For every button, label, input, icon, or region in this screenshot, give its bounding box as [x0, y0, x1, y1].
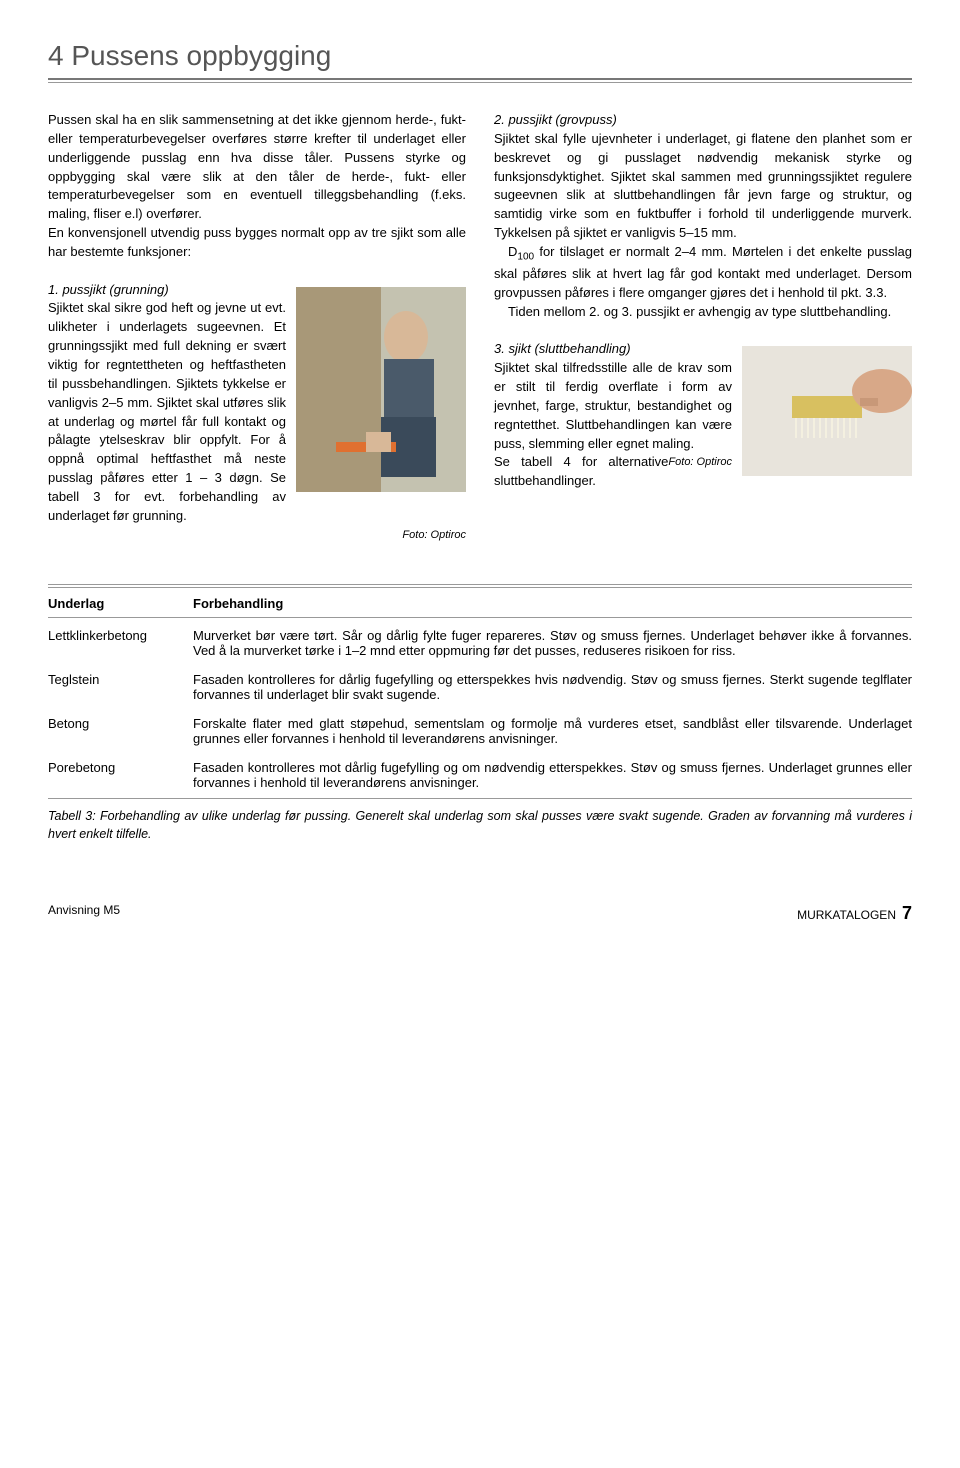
intro-paragraph-1: Pussen skal ha en slik sammensetning at … [48, 111, 466, 224]
section-2-heading: 2. pussjikt (grovpuss) [494, 111, 912, 130]
table-cell-underlag: Betong [48, 716, 193, 746]
title-rule-thick [48, 78, 912, 80]
table-cell-forbehandling: Fasaden kontrolleres for dårlig fugefyll… [193, 672, 912, 702]
d100-post: for tilslaget er normalt 2–4 mm. Mørtele… [494, 244, 912, 300]
section-2-body-c: Tiden mellom 2. og 3. pussjikt er avheng… [494, 303, 912, 322]
section-2-title: 2. pussjikt (grovpuss) [494, 112, 617, 127]
section-2-body-a: Sjiktet skal fylle ujevnheter i underlag… [494, 130, 912, 243]
figure-2-caption: Foto: Optiroc [668, 455, 732, 471]
table-inner: Underlag Forbehandling Lettklinkerbetong… [48, 587, 912, 790]
table-header-underlag: Underlag [48, 596, 193, 611]
section-3-title: 3. sjikt (sluttbehandling) [494, 341, 631, 356]
page-title: 4 Pussens oppbygging [48, 40, 912, 72]
table-header-forbehandling: Forbehandling [193, 596, 912, 611]
table-cell-forbehandling: Forskalte flater med glatt støpehud, sem… [193, 716, 912, 746]
table-row: Teglstein Fasaden kontrolleres for dårli… [48, 672, 912, 702]
table-cell-forbehandling: Murverket bør være tørt. Sår og dårlig f… [193, 628, 912, 658]
footer-left: Anvisning M5 [48, 903, 120, 924]
d100-sub: 100 [517, 252, 534, 263]
intro-paragraph-2: En konvensjonell utvendig puss bygges no… [48, 224, 466, 262]
section-1-title: 1. pussjikt (grunning) [48, 282, 169, 297]
figure-sluttbehandling [742, 346, 912, 476]
table-cell-underlag: Lettklinkerbetong [48, 628, 193, 658]
column-right: 2. pussjikt (grovpuss) Sjiktet skal fyll… [494, 111, 912, 544]
plaster-worker-icon [296, 287, 466, 492]
d100-pre: D [508, 244, 517, 259]
figure-grunning [296, 287, 466, 492]
page-number: 7 [902, 903, 912, 924]
footer-right: MURKATALOGEN 7 [797, 903, 912, 924]
table-3: Underlag Forbehandling Lettklinkerbetong… [48, 584, 912, 799]
footer-catalog-label: MURKATALOGEN [797, 908, 896, 922]
brush-wall-icon [742, 346, 912, 476]
section-2-body-b: D100 for tilslaget er normalt 2–4 mm. Mø… [494, 243, 912, 303]
figure-1-caption: Foto: Optiroc [402, 528, 466, 544]
table-header-row: Underlag Forbehandling [48, 596, 912, 618]
page: 4 Pussens oppbygging Pussen skal ha en s… [0, 0, 960, 954]
table-row: Betong Forskalte flater med glatt støpeh… [48, 716, 912, 746]
title-rule-thin [48, 82, 912, 83]
table-row: Lettklinkerbetong Murverket bør være tør… [48, 628, 912, 658]
table-cell-underlag: Teglstein [48, 672, 193, 702]
table-cell-underlag: Porebetong [48, 760, 193, 790]
table-3-caption: Tabell 3: Forbehandling av ulike underla… [48, 807, 912, 843]
table-cell-forbehandling: Fasaden kontrolleres mot dårlig fugefyll… [193, 760, 912, 790]
page-footer: Anvisning M5 MURKATALOGEN 7 [48, 903, 912, 924]
columns: Pussen skal ha en slik sammensetning at … [48, 111, 912, 544]
column-left: Pussen skal ha en slik sammensetning at … [48, 111, 466, 544]
table-row: Porebetong Fasaden kontrolleres mot dårl… [48, 760, 912, 790]
